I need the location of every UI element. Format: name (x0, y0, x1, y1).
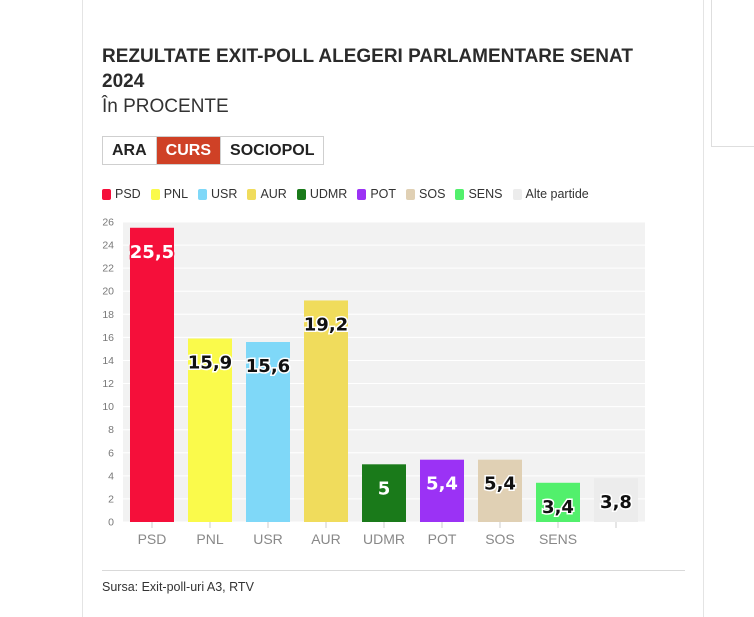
y-tick-label: 22 (102, 263, 114, 275)
chart-subtitle: În PROCENTE (102, 96, 229, 117)
y-tick-label: 26 (102, 217, 114, 229)
legend-item-sos[interactable]: SOS (406, 187, 445, 201)
legend-item-alte-partide[interactable]: Alte partide (512, 187, 589, 201)
chart-title: REZULTATE EXIT-POLL ALEGERI PARLAMENTARE… (102, 46, 633, 92)
bar-sens (536, 482, 580, 522)
y-tick-label: 8 (108, 424, 114, 436)
bar-psd (130, 227, 174, 522)
legend-item-aur[interactable]: AUR (247, 187, 287, 201)
legend-label: POT (370, 187, 397, 201)
y-tick-label: 0 (108, 517, 114, 529)
legend-swatch (357, 188, 367, 200)
legend-label: PSD (115, 187, 141, 201)
data-label: 25,5 (130, 242, 174, 263)
bar-alte-partide (594, 478, 638, 522)
source-note: Sursa: Exit-poll-uri A3, RTV (102, 580, 254, 594)
y-tick-label: 16 (102, 332, 114, 344)
legend-item-pot[interactable]: POT (357, 187, 396, 201)
bar-pot (420, 459, 464, 522)
data-label: 5 (378, 478, 391, 499)
bar-aur (304, 300, 348, 522)
legend-label: SENS (468, 187, 503, 201)
page-right-border (703, 0, 704, 617)
tab-sociopol[interactable]: SOCIOPOL (220, 137, 324, 164)
y-tick-label: 10 (102, 401, 114, 413)
legend-label: PNL (163, 187, 189, 201)
y-tick-label: 2 (108, 493, 114, 505)
x-tick-label: USR (253, 531, 283, 547)
legend-swatch (102, 188, 111, 200)
data-label: 5,4 (484, 474, 516, 495)
chart-legend: PSD PNL USR AUR UDMR POT SOS SENS Alte partide (102, 187, 599, 201)
legend-label: USR (211, 187, 238, 201)
y-tick-label: 6 (108, 447, 114, 459)
x-tick-label: PNL (196, 531, 223, 547)
legend-label: Alte partide (525, 187, 589, 201)
divider (102, 570, 685, 571)
legend-item-udmr[interactable]: UDMR (296, 187, 348, 201)
legend-swatch (406, 188, 416, 200)
bar-pnl (188, 338, 232, 522)
bar-udmr (362, 464, 406, 522)
data-label: 15,6 (246, 356, 290, 377)
legend-item-sens[interactable]: SENS (455, 187, 503, 201)
bar-sos (478, 459, 522, 522)
legend-item-usr[interactable]: USR (198, 187, 237, 201)
legend-swatch (455, 188, 465, 200)
data-label: 3,4 (542, 497, 574, 518)
x-tick-label: SOS (485, 531, 515, 547)
legend-swatch (150, 188, 160, 200)
page-left-border (82, 0, 83, 617)
legend-swatch (198, 188, 208, 200)
x-tick-label: SENS (539, 531, 577, 547)
legend-label: AUR (260, 187, 287, 201)
y-tick-label: 24 (102, 240, 114, 252)
data-label: 5,4 (426, 474, 458, 495)
legend-swatch (296, 188, 306, 200)
legend-swatch (247, 188, 257, 200)
side-panel (711, 0, 754, 147)
x-tick-label: PSD (138, 531, 167, 547)
tab-curs[interactable]: CURS (155, 137, 221, 164)
data-label: 3,8 (600, 492, 632, 513)
legend-item-pnl[interactable]: PNL (150, 187, 189, 201)
legend-item-psd[interactable]: PSD (102, 187, 141, 201)
data-label: 19,2 (304, 314, 348, 335)
y-tick-label: 4 (108, 470, 114, 482)
legend-label: SOS (419, 187, 446, 201)
y-tick-label: 14 (102, 355, 114, 367)
poll-source-tabs: ARA CURS SOCIOPOL (102, 136, 325, 165)
tab-ara[interactable]: ARA (103, 137, 156, 164)
data-label: 15,9 (188, 353, 232, 374)
x-tick-label: POT (428, 531, 457, 547)
legend-label: UDMR (309, 187, 348, 201)
bar-usr (246, 342, 290, 522)
y-tick-label: 20 (102, 286, 114, 298)
x-tick-label: UDMR (363, 531, 405, 547)
y-tick-label: 18 (102, 309, 114, 321)
legend-swatch (512, 188, 522, 200)
x-tick-label: AUR (311, 531, 341, 547)
y-tick-label: 12 (102, 378, 114, 390)
